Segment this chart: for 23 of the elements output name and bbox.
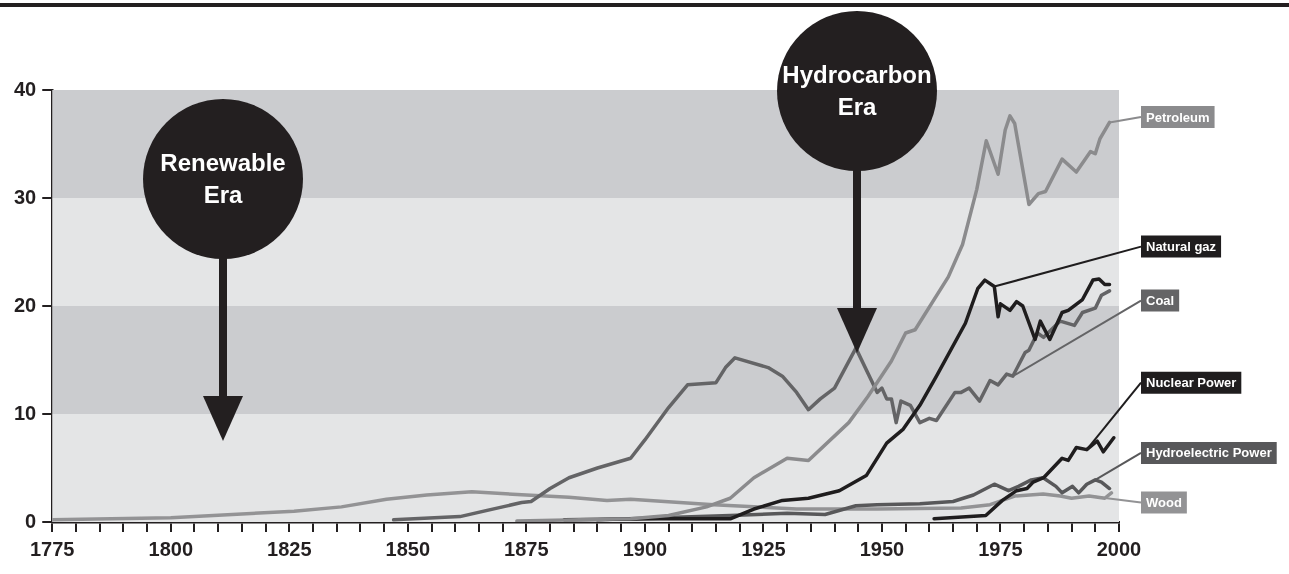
annotation: Hydrocarbon Era [781, 60, 933, 122]
text: Natural gaz [1146, 239, 1217, 255]
x-tick-label: 1975 [978, 537, 1023, 560]
x-tick-label: 1875 [504, 537, 549, 560]
text: Nuclear Power [1146, 375, 1237, 391]
annotation: Renewable Era [159, 148, 287, 210]
y-tick-label: 20 [14, 293, 37, 316]
x-tick-label: 1775 [30, 537, 75, 560]
legend-label: Wood [1146, 495, 1182, 511]
x-tick-label: 1825 [267, 537, 312, 560]
y-tick-label: 40 [14, 77, 37, 100]
x-tick-label: 1800 [148, 537, 194, 560]
x-tick-label: 1925 [741, 537, 786, 560]
text: Hydroelectric Power [1146, 445, 1272, 461]
x-tick-label: 2000 [1096, 537, 1142, 560]
y-tick-label: 0 [25, 509, 37, 532]
x-tick-label: 1850 [385, 537, 431, 560]
legend-label: Petroleum [1146, 109, 1210, 125]
y-tick-label: 10 [14, 401, 37, 424]
text: Coal [1146, 293, 1175, 309]
x-tick-label: 1950 [859, 537, 905, 560]
y-tick-label: 30 [14, 185, 37, 208]
x-tick-label: 1900 [622, 537, 668, 560]
